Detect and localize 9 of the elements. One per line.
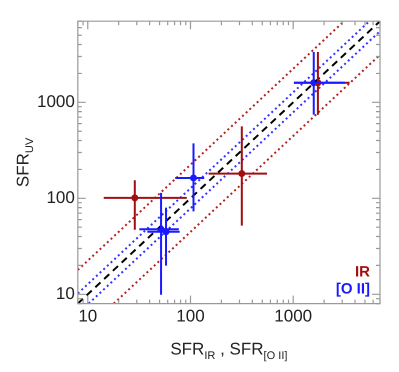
y-tick-label: 100 (46, 188, 75, 207)
text: IR (355, 264, 370, 281)
text: [O II] (336, 280, 370, 298)
y-axis-title: SFRUV (14, 137, 36, 188)
x-tick-label: 1000 (274, 306, 312, 326)
x-tick-label: 10 (78, 306, 98, 326)
y-tick-label: 1000 (36, 92, 75, 112)
x-tick-label: 100 (176, 306, 205, 326)
y-tick-label: 10 (56, 284, 75, 303)
